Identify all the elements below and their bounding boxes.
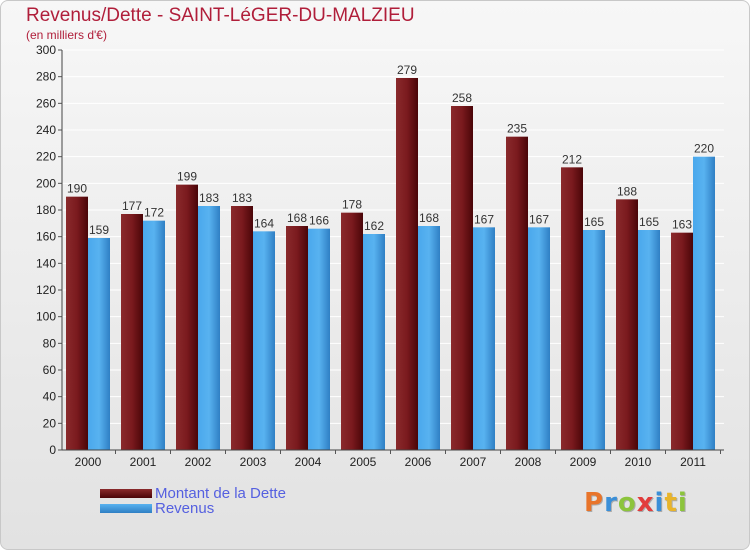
value-label-dette: 168	[287, 211, 307, 225]
y-tick-label: 140	[36, 256, 56, 270]
bar-revenus	[473, 227, 495, 450]
y-tick-label: 240	[36, 123, 56, 137]
bar-dette	[561, 167, 583, 451]
x-tick-label: 2009	[570, 455, 597, 469]
value-label-revenus: 168	[419, 211, 439, 225]
value-label-revenus: 183	[199, 191, 219, 205]
labels: 0 20 40 60 80 100 120 140 160 180 200 220 240 260 280 3…	[36, 43, 714, 469]
logo-letter: r	[604, 488, 618, 518]
x-tick-label: 2006	[405, 455, 432, 469]
logo-letter: o	[617, 488, 637, 518]
x-tick-label: 2008	[515, 455, 542, 469]
x-tick-label: 2000	[75, 455, 102, 469]
value-label-dette: 178	[342, 198, 362, 212]
legend-swatch-revenus	[100, 504, 152, 513]
value-label-revenus: 164	[254, 216, 274, 230]
bar-revenus	[88, 238, 110, 450]
logo-letter: t	[664, 488, 678, 518]
bar-dette	[121, 214, 143, 450]
y-tick-label: 220	[36, 150, 56, 164]
y-tick-label: 120	[36, 283, 56, 297]
value-label-revenus: 159	[89, 223, 109, 237]
y-tick-label: 80	[43, 336, 57, 350]
bar-dette	[616, 199, 638, 450]
y-tick-label: 180	[36, 203, 56, 217]
logo-letter: x	[636, 488, 655, 518]
logo-letter: i	[677, 488, 688, 518]
value-label-dette: 235	[507, 122, 527, 136]
bar-dette	[66, 196, 88, 450]
x-tick-label: 2005	[350, 455, 377, 469]
bar-revenus	[693, 156, 715, 450]
logo-letter: P	[584, 488, 605, 518]
value-label-revenus: 167	[529, 212, 549, 226]
y-tick-label: 260	[36, 96, 56, 110]
value-label-revenus: 165	[639, 215, 659, 229]
bar-dette	[341, 212, 363, 450]
value-label-revenus: 162	[364, 219, 384, 233]
bar-revenus	[528, 227, 550, 450]
bar-revenus	[253, 231, 275, 450]
y-tick-label: 200	[36, 176, 56, 190]
y-tick-label: 40	[43, 390, 57, 404]
y-tick-label: 0	[49, 443, 56, 457]
value-label-dette: 199	[177, 170, 197, 184]
proxiti-logo: Proxiti	[584, 488, 688, 518]
bar-dette	[231, 206, 253, 450]
y-tick-label: 100	[36, 310, 56, 324]
value-label-dette: 212	[562, 152, 582, 166]
y-tick-label: 300	[36, 43, 56, 57]
value-label-dette: 190	[67, 182, 87, 196]
value-label-dette: 188	[617, 184, 637, 198]
value-label-revenus: 172	[144, 206, 164, 220]
value-label-dette: 163	[672, 218, 692, 232]
x-tick-label: 2010	[625, 455, 652, 469]
x-tick-label: 2011	[680, 455, 706, 469]
legend-swatch-dette	[100, 489, 152, 498]
y-tick-label: 280	[36, 70, 56, 84]
x-tick-label: 2003	[240, 455, 267, 469]
value-label-revenus: 166	[309, 214, 329, 228]
value-label-revenus: 220	[694, 142, 714, 156]
bar-revenus	[583, 230, 605, 450]
value-label-dette: 258	[452, 91, 472, 105]
x-tick-label: 2002	[185, 455, 212, 469]
x-tick-label: 2004	[295, 455, 322, 469]
y-tick-label: 60	[43, 363, 57, 377]
bar-revenus	[363, 234, 385, 450]
bar-dette	[176, 184, 198, 450]
bar-dette	[506, 136, 528, 450]
bar-dette	[671, 232, 693, 450]
y-tick-label: 160	[36, 230, 56, 244]
bar-revenus	[198, 206, 220, 450]
logo-letter: i	[654, 488, 665, 518]
value-label-dette: 177	[122, 199, 142, 213]
chart-title: Revenus/Dette - SAINT-LéGER-DU-MALZIEU	[26, 5, 415, 26]
legend-label-dette: Montant de la Dette	[155, 485, 286, 502]
value-label-dette: 279	[397, 63, 417, 77]
chart-subtitle: (en milliers d'€)	[26, 28, 107, 42]
value-label-dette: 183	[232, 191, 252, 205]
bar-revenus	[308, 228, 330, 450]
bar-revenus	[638, 230, 660, 450]
x-tick-label: 2007	[460, 455, 487, 469]
axes	[58, 49, 724, 454]
bar-dette	[396, 78, 418, 450]
bar-dette	[451, 106, 473, 450]
legend-label-revenus: Revenus	[155, 500, 215, 517]
x-tick-label: 2001	[130, 455, 157, 469]
value-label-revenus: 167	[474, 212, 494, 226]
bar-revenus	[143, 220, 165, 450]
grid-lines	[62, 49, 724, 451]
bar-dette	[286, 226, 308, 450]
y-tick-label: 20	[43, 416, 57, 430]
bar-revenus	[418, 226, 440, 450]
bars	[66, 78, 715, 451]
value-label-revenus: 165	[584, 215, 604, 229]
